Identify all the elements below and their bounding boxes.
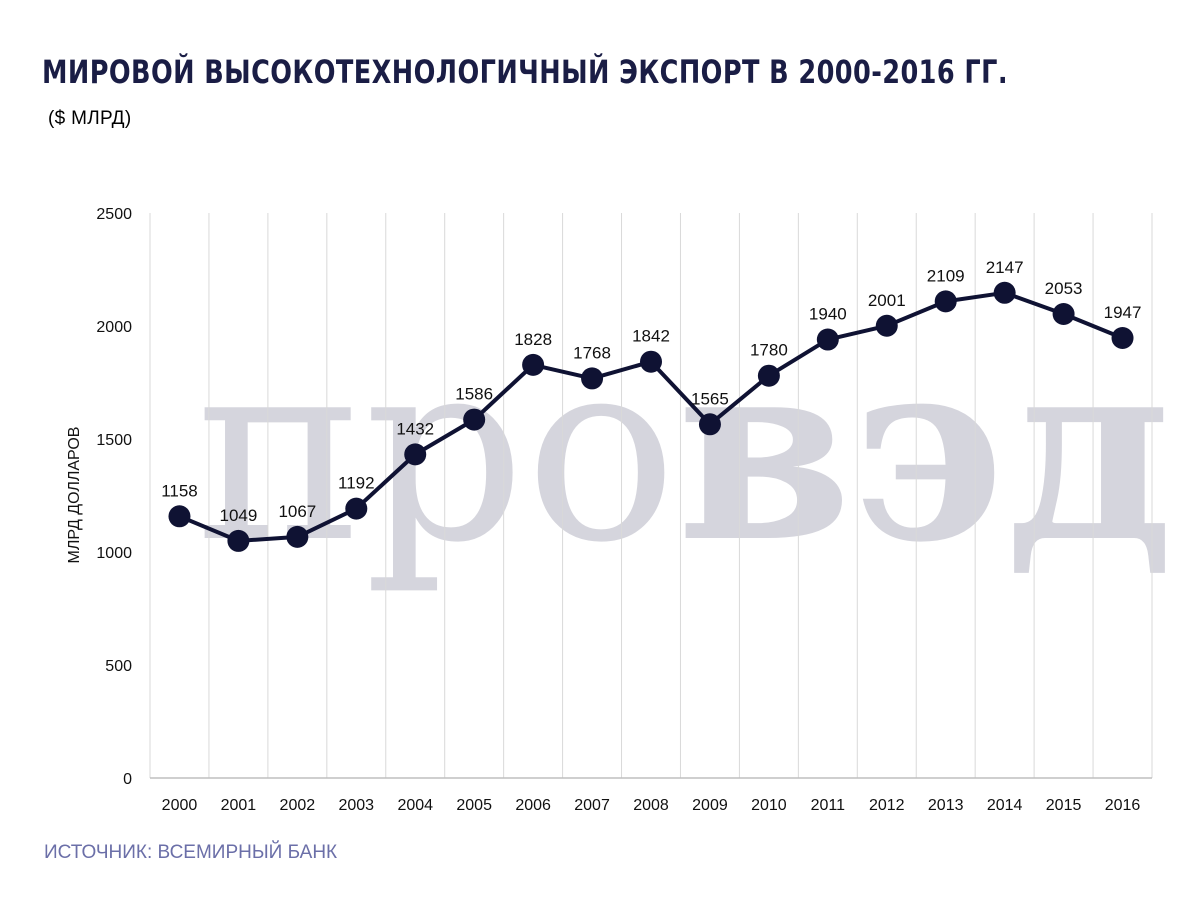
- x-tick-label: 2009: [692, 797, 728, 814]
- data-label: 1067: [278, 502, 316, 521]
- data-point: [522, 353, 545, 376]
- data-point: [1052, 303, 1075, 326]
- data-label: 1049: [219, 506, 257, 525]
- x-tick-label: 2012: [869, 797, 905, 814]
- data-point: [345, 497, 368, 520]
- data-point: [463, 408, 486, 431]
- x-tick-label: 2000: [162, 797, 198, 814]
- data-label: 1947: [1104, 303, 1142, 322]
- data-point: [168, 505, 191, 528]
- x-tick-label: 2014: [987, 797, 1023, 814]
- data-label: 2147: [986, 258, 1024, 277]
- data-label: 1565: [691, 389, 729, 408]
- x-tick-label: 2006: [515, 797, 551, 814]
- data-label: 1842: [632, 327, 670, 346]
- data-point: [698, 413, 721, 436]
- data-label: 2001: [868, 291, 906, 310]
- data-label: 1828: [514, 330, 552, 349]
- x-tick-label: 2010: [751, 797, 787, 814]
- data-point: [640, 350, 662, 373]
- data-point: [934, 290, 957, 313]
- data-label: 1192: [338, 474, 375, 493]
- data-point: [816, 328, 839, 351]
- watermark-light-text: про: [196, 305, 677, 598]
- provad-watermark-logo: провэд: [196, 302, 1174, 598]
- data-label: 1158: [161, 481, 198, 500]
- y-tick-label: 1500: [96, 432, 132, 449]
- x-tick-label: 2007: [574, 797, 610, 814]
- data-label: 1768: [573, 343, 611, 362]
- x-tick-label: 2001: [221, 797, 257, 814]
- data-label: 1780: [750, 341, 788, 360]
- chart-title: МИРОВОЙ ВЫСОКОТЕХНОЛОГИЧНЫЙ ЭКСПОРТ В 20…: [42, 53, 1008, 91]
- x-tick-label: 2013: [928, 797, 964, 814]
- data-point: [875, 314, 898, 337]
- x-tick-label: 2011: [811, 797, 846, 814]
- x-tick-label: 2015: [1046, 797, 1082, 814]
- y-tick-label: 0: [123, 771, 132, 788]
- data-point: [286, 525, 309, 548]
- data-label: 2053: [1045, 279, 1083, 298]
- x-tick-label: 2016: [1105, 797, 1141, 814]
- y-axis-tick-labels: 0 500 1000 1500 2000 2500: [96, 206, 132, 788]
- source-note: ИСТОЧНИК: ВСЕМИРНЫЙ БАНК: [44, 842, 338, 863]
- y-axis-label: МЛРД ДОЛЛАРОВ: [66, 427, 83, 564]
- data-point: [1111, 326, 1134, 349]
- y-tick-label: 2000: [96, 319, 132, 336]
- data-point: [757, 364, 780, 387]
- chart-subtitle: ($ МЛРД): [48, 108, 132, 129]
- data-label: 1586: [455, 385, 493, 404]
- data-point: [227, 529, 250, 552]
- x-axis-ticks: 2000 2001 2002 2003 2004 2005 2006 2007 2008 2009…: [162, 797, 1141, 814]
- watermark-bold-text: вэд: [677, 302, 1174, 598]
- y-tick-label: 2500: [96, 206, 132, 223]
- data-label: 2109: [927, 266, 965, 285]
- data-point: [404, 443, 427, 466]
- data-point: [993, 281, 1016, 304]
- svg-text:провэд: провэд: [196, 302, 1174, 598]
- vertical-gridlines: [149, 213, 1153, 778]
- data-label: 1940: [809, 305, 847, 324]
- y-tick-label: 1000: [96, 545, 132, 562]
- x-tick-label: 2004: [397, 797, 433, 814]
- data-point: [581, 367, 604, 390]
- data-label: 1432: [396, 419, 434, 438]
- x-tick-label: 2002: [280, 797, 316, 814]
- y-tick-label: 500: [105, 658, 132, 675]
- x-tick-label: 2005: [456, 797, 492, 814]
- data-points: [168, 281, 1134, 552]
- x-tick-label: 2003: [338, 797, 374, 814]
- x-tick-label: 2008: [633, 797, 669, 814]
- data-labels: 1158 1049 1067 1192 1432 1586 1828 1768 1842 1565…: [161, 258, 1141, 525]
